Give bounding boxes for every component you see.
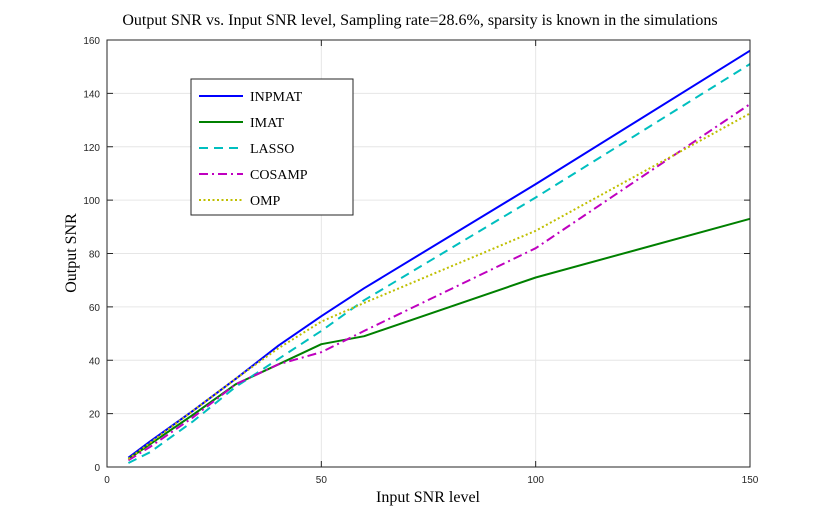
y-axis-label: Output SNR xyxy=(63,213,80,293)
y-tick-label: 60 xyxy=(89,303,101,314)
x-tick-label: 50 xyxy=(316,475,328,486)
x-tick-label: 0 xyxy=(104,475,110,486)
y-tick-label: 100 xyxy=(83,196,100,207)
legend-label-cosamp: COSAMP xyxy=(250,168,308,183)
series-layer xyxy=(127,49,751,464)
y-tick-label: 0 xyxy=(94,463,100,474)
y-tick-label: 120 xyxy=(83,143,100,154)
x-axis-label: Input SNR level xyxy=(376,489,481,506)
series-line-cosamp xyxy=(127,103,751,462)
legend: INPMAT IMAT LASSO COSAMP OMP xyxy=(190,78,354,216)
series-line-lasso xyxy=(127,63,751,464)
legend-label-lasso: LASSO xyxy=(250,142,294,157)
chart-title: Output SNR vs. Input SNR level, Sampling… xyxy=(122,12,717,29)
y-tick-label: 80 xyxy=(89,250,101,261)
x-tick-label: 100 xyxy=(527,475,544,486)
legend-label-omp: OMP xyxy=(250,194,281,209)
y-tick-label: 140 xyxy=(83,89,100,100)
x-axis-ticks: 0 50 100 150 xyxy=(104,40,759,486)
y-tick-label: 160 xyxy=(83,36,100,47)
legend-label-imat: IMAT xyxy=(250,116,285,131)
y-tick-label: 20 xyxy=(89,410,101,421)
y-tick-label: 40 xyxy=(89,356,101,367)
y-axis-ticks: 0 20 40 60 80 100 120 140 160 xyxy=(83,36,750,474)
x-tick-label: 150 xyxy=(742,475,759,486)
legend-label-inpmat: INPMAT xyxy=(250,90,303,105)
grid-lines xyxy=(106,39,751,468)
